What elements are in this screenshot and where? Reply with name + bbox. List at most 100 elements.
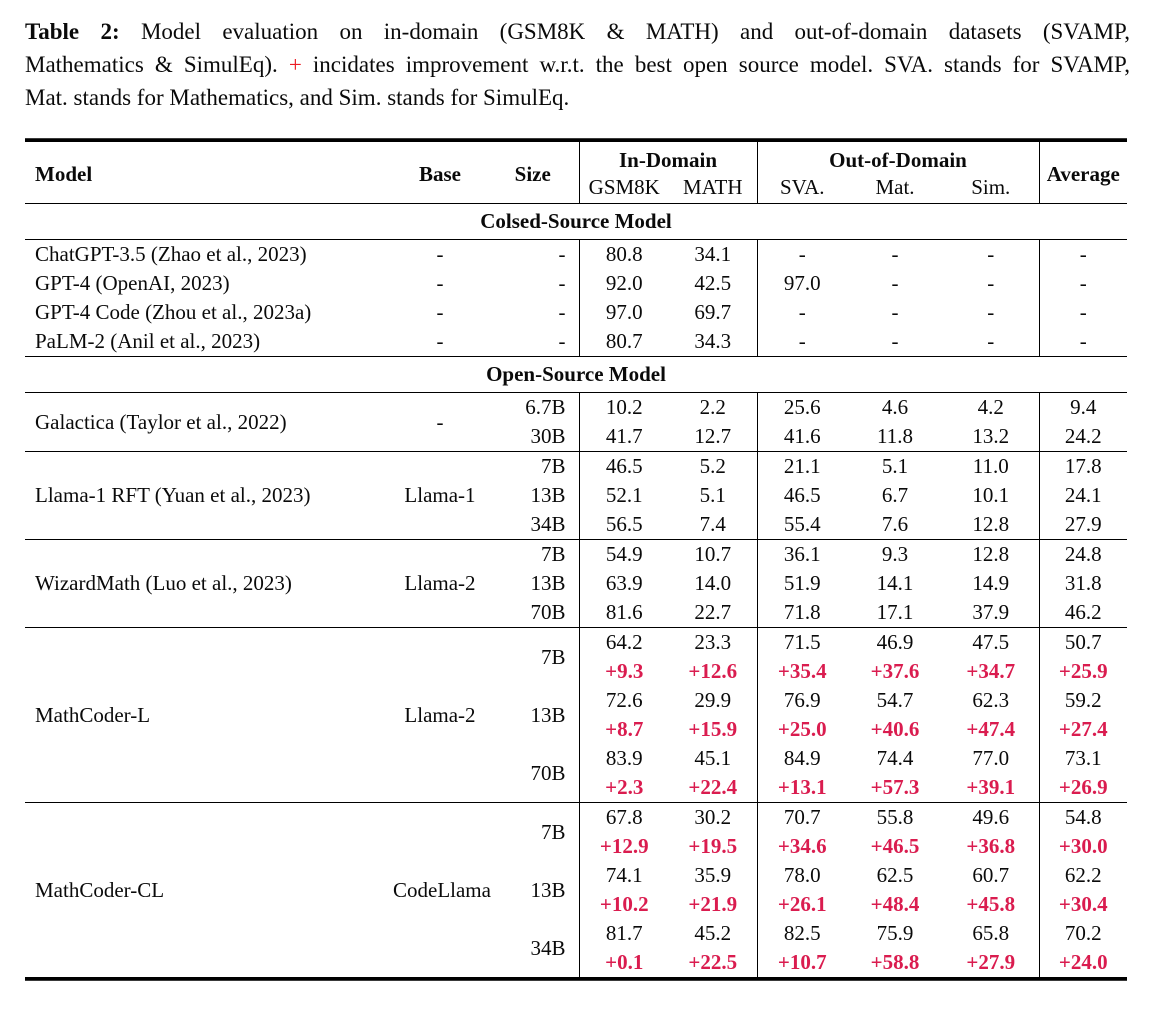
value-cell: 65.8 [972, 921, 1010, 945]
delta-cell: +40.6 [870, 717, 920, 741]
size-cell: - [558, 329, 566, 353]
value-cell: 46.5 [756, 481, 847, 510]
size-cell: 13B [530, 702, 566, 727]
value-cell: - [987, 242, 995, 266]
delta-cell: +15.9 [688, 717, 738, 741]
delta-cell: +10.2 [578, 890, 669, 919]
delta-cell: +45.8 [966, 892, 1016, 916]
value-cell: 70.7 [756, 802, 847, 832]
model-cell: Llama-1 RFT (Yuan et al., 2023) [25, 451, 393, 540]
value-cell: 24.2 [1038, 422, 1128, 452]
delta-cell: +36.8 [966, 834, 1016, 858]
delta-row: +10.2 +21.9 +26.1 +48.4 +45.8 +30.4 [25, 890, 1128, 919]
base-cell: Llama-2 [393, 539, 487, 628]
value-cell: 46.2 [1038, 598, 1128, 628]
table-row: 70B 83.9 45.1 84.9 74.4 77.0 73.1 [25, 744, 1128, 803]
value-cell: 24.8 [1038, 539, 1128, 569]
delta-cell: +2.3 [578, 773, 669, 803]
value-cell: 64.2 [578, 627, 669, 657]
table-row: Llama-1 RFT (Yuan et al., 2023) Llama-1 7B… [25, 451, 1128, 540]
value-cell: - [891, 300, 899, 324]
value-cell: 5.2 [699, 454, 726, 478]
table-row: GPT-4 Code (Zhou et al., 2023a) - -97.0 69.… [25, 298, 1128, 327]
evaluation-table: Model Base Size In-Domain Out-of-Domain … [25, 142, 1128, 977]
value-cell: 22.7 [669, 598, 757, 628]
value-cell: - [891, 242, 899, 266]
base-cell: - [436, 242, 444, 266]
table-top-rule [25, 138, 1127, 142]
table-row: 13B 63.9 14.0 51.9 14.1 14.9 31.8 [25, 569, 1128, 598]
section-title-row: Colsed-Source Model [25, 203, 1128, 240]
delta-cell: +58.8 [870, 950, 920, 974]
value-cell: 14.9 [972, 571, 1010, 595]
value-cell: 82.5 [756, 919, 847, 948]
value-cell: 7.4 [669, 510, 757, 540]
value-cell: 49.6 [972, 805, 1010, 829]
size-cell: - [558, 271, 566, 295]
value-cell: 12.8 [943, 510, 1040, 540]
value-cell: 4.6 [881, 395, 909, 419]
value-cell: - [1038, 298, 1128, 327]
value-cell: 14.0 [694, 571, 732, 595]
size-cell: 70B [487, 598, 579, 628]
value-cell: 97.0 [578, 298, 669, 327]
column-group-in-domain: In-Domain [578, 142, 757, 175]
value-cell: 83.9 [578, 744, 669, 773]
table-row: 70B 81.6 22.7 71.8 17.1 37.9 46.2 [25, 598, 1128, 628]
table-caption: Table 2: Model evaluation on in-domain (… [25, 15, 1130, 114]
delta-cell: +26.9 [1038, 773, 1128, 803]
size-cell: - [558, 300, 566, 324]
table-row: 13B 52.1 5.1 46.5 6.7 10.1 24.1 [25, 481, 1128, 510]
size-cell: 70B [487, 744, 579, 803]
section-title: Open-Source Model [25, 356, 1128, 393]
delta-row: +2.3 +22.4 +13.1 +57.3 +39.1 +26.9 [25, 773, 1128, 803]
delta-cell: +27.4 [1038, 715, 1128, 744]
section-title: Colsed-Source Model [25, 203, 1128, 240]
column-header-base: Base [419, 162, 461, 186]
caption-line-3: Mat. stands for Mathematics, and Sim. st… [25, 85, 570, 110]
value-cell: 11.8 [847, 422, 943, 452]
size-cell: 13B [530, 483, 566, 507]
delta-cell: +39.1 [943, 773, 1040, 803]
column-header-model: Model [35, 162, 93, 186]
value-cell: 42.5 [694, 271, 732, 295]
value-cell: 29.9 [694, 688, 732, 712]
delta-cell: +27.9 [966, 950, 1016, 974]
model-cell: Galactica (Taylor et al., 2022) [25, 392, 393, 452]
value-cell: 13.2 [943, 422, 1040, 452]
table-body: Colsed-Source Model ChatGPT-3.5 (Zhao et … [25, 203, 1128, 977]
value-cell: 60.7 [972, 863, 1010, 887]
value-cell: 77.0 [972, 746, 1010, 770]
delta-cell: +25.0 [756, 715, 847, 744]
delta-cell: +8.7 [578, 715, 669, 744]
value-cell: 97.0 [756, 269, 847, 298]
value-cell: - [1038, 239, 1128, 269]
value-cell: 56.5 [578, 510, 669, 540]
delta-cell: +9.3 [578, 657, 669, 686]
value-cell: 71.8 [756, 598, 847, 628]
size-cell: 7B [540, 542, 566, 566]
delta-cell: +26.1 [756, 890, 847, 919]
table-row: GPT-4 (OpenAI, 2023) - -92.0 42.5 97.0- - - [25, 269, 1128, 298]
value-cell: 41.6 [756, 422, 847, 452]
value-cell: - [756, 239, 847, 269]
value-cell: 10.7 [694, 542, 732, 566]
model-cell: GPT-4 (OpenAI, 2023) [35, 271, 230, 295]
value-cell: 54.7 [876, 688, 914, 712]
column-header-math: MATH [682, 175, 743, 199]
size-cell: 6.7B [525, 395, 566, 419]
size-cell: - [558, 242, 566, 266]
delta-cell: +37.6 [870, 659, 920, 683]
delta-cell: +46.5 [870, 834, 920, 858]
base-cell: - [393, 392, 487, 452]
delta-cell: +35.4 [756, 657, 847, 686]
value-cell: 63.9 [578, 569, 669, 598]
value-cell: 55.4 [756, 510, 847, 540]
table-row: 13B 72.6 29.9 76.9 54.7 62.3 59.2 [25, 686, 1128, 727]
value-cell: 14.1 [876, 571, 914, 595]
model-cell: ChatGPT-3.5 (Zhao et al., 2023) [35, 242, 307, 266]
value-cell: 54.8 [1038, 802, 1128, 832]
table-row: MathCoder-CL CodeLlama 7B 67.8 30.2 70.7 55.8 4… [25, 802, 1128, 902]
value-cell: 51.9 [756, 569, 847, 598]
delta-cell: +24.0 [1038, 948, 1128, 977]
